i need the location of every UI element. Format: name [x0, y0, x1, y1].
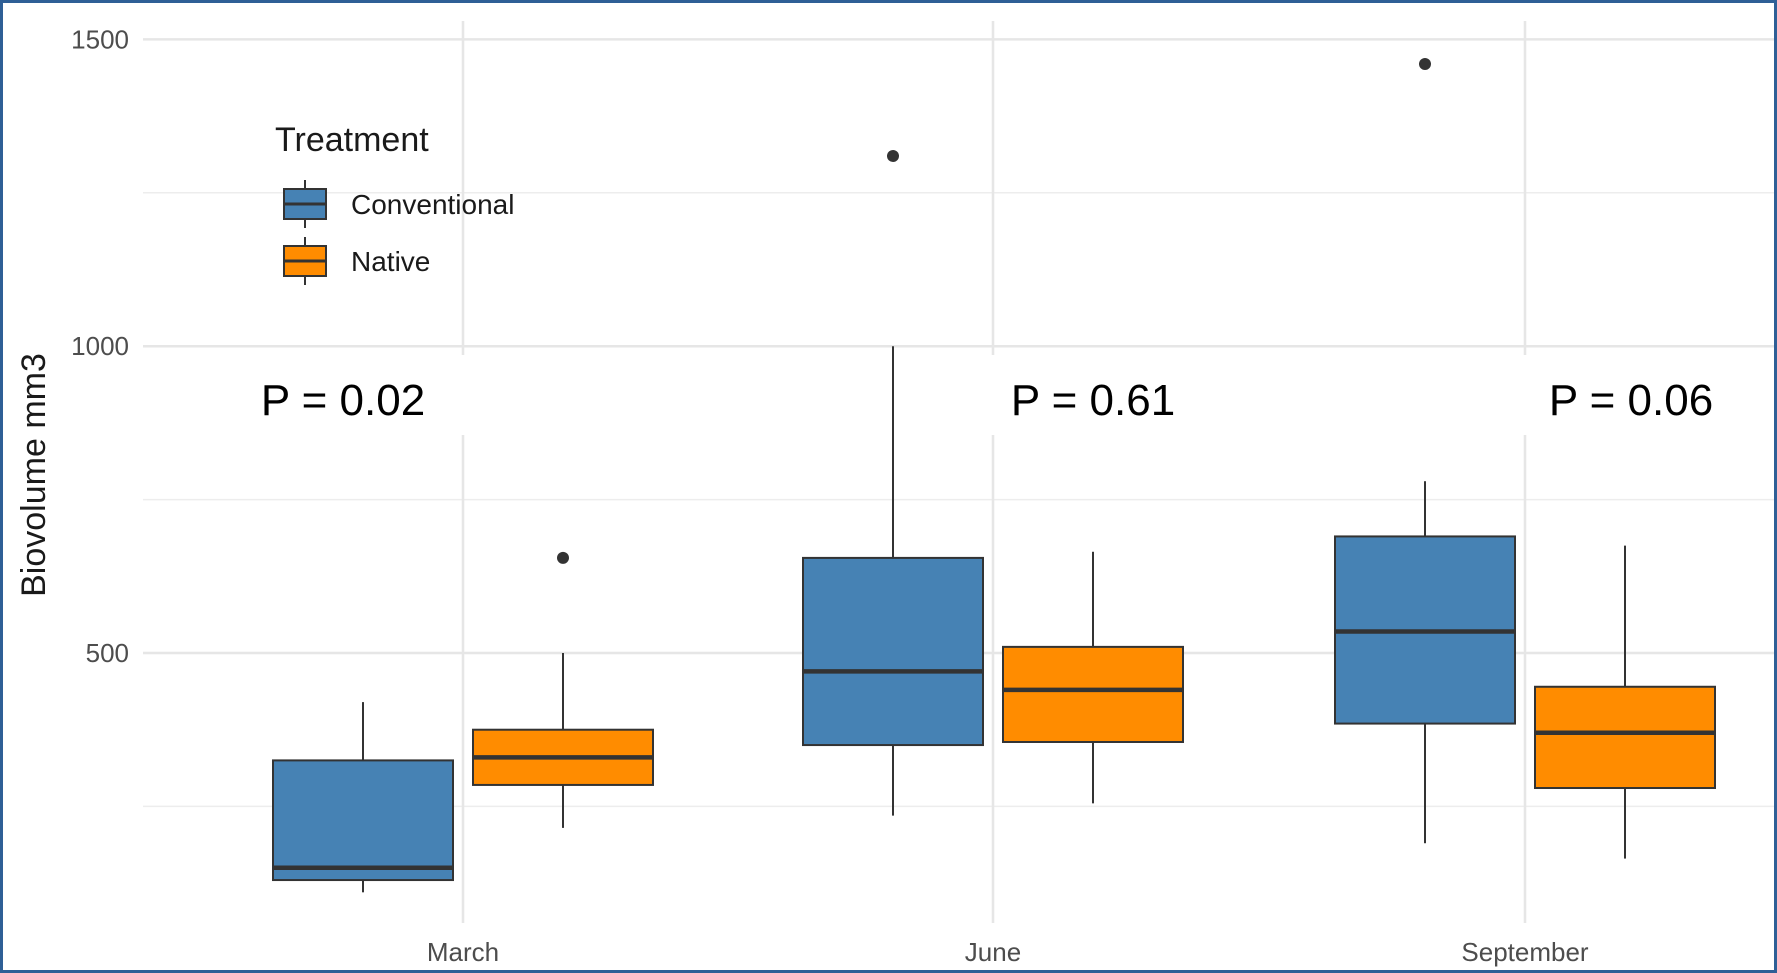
legend-label-native: Native	[351, 246, 430, 277]
outlier-conventional-june-0	[887, 149, 899, 162]
box-conventional-june	[802, 149, 984, 816]
box-native-march	[472, 551, 654, 828]
grid-lines	[143, 21, 1774, 923]
y-tick-label-2: 1500	[71, 24, 129, 54]
legend-title: Treatment	[275, 121, 429, 159]
legend-item-native: Native	[283, 237, 430, 285]
x-tick-label-march: March	[427, 937, 499, 967]
iqr-box-conventional-march	[272, 759, 454, 882]
iqr-box-conventional-june	[802, 556, 984, 747]
legend-label-conventional: Conventional	[351, 189, 514, 220]
iqr-box-native-september	[1534, 685, 1716, 790]
outlier-native-march-0	[557, 551, 569, 564]
x-axis-labels: March June September	[427, 937, 1589, 967]
outlier-conventional-september-0	[1419, 57, 1431, 70]
box-native-september	[1534, 545, 1716, 859]
iqr-box-native-june	[1002, 645, 1184, 743]
x-tick-label-june: June	[965, 937, 1021, 967]
p-value-annotations: P = 0.02 P = 0.61 P = 0.06	[261, 355, 1713, 435]
p-value-march: P = 0.02	[261, 376, 425, 425]
boxes-layer	[272, 57, 1716, 893]
p-value-june: P = 0.61	[1011, 376, 1175, 425]
box-native-june	[1002, 551, 1184, 804]
chart-frame: 500 1000 1500 March June September P = 0.02 P…	[3, 3, 1774, 970]
x-tick-label-september: September	[1461, 937, 1589, 967]
annotation-band	[143, 355, 1774, 435]
y-tick-label-0: 500	[86, 638, 129, 668]
legend: Treatment Conventional Native	[275, 121, 514, 285]
box-conventional-september	[1334, 57, 1516, 844]
p-value-september: P = 0.06	[1549, 376, 1713, 425]
box-conventional-march	[272, 702, 454, 893]
y-axis-title: Biovolume mm3	[15, 353, 53, 597]
legend-item-conventional: Conventional	[283, 180, 514, 228]
y-axis-ticks: 500 1000 1500	[71, 24, 129, 668]
y-tick-label-1: 1000	[71, 331, 129, 361]
